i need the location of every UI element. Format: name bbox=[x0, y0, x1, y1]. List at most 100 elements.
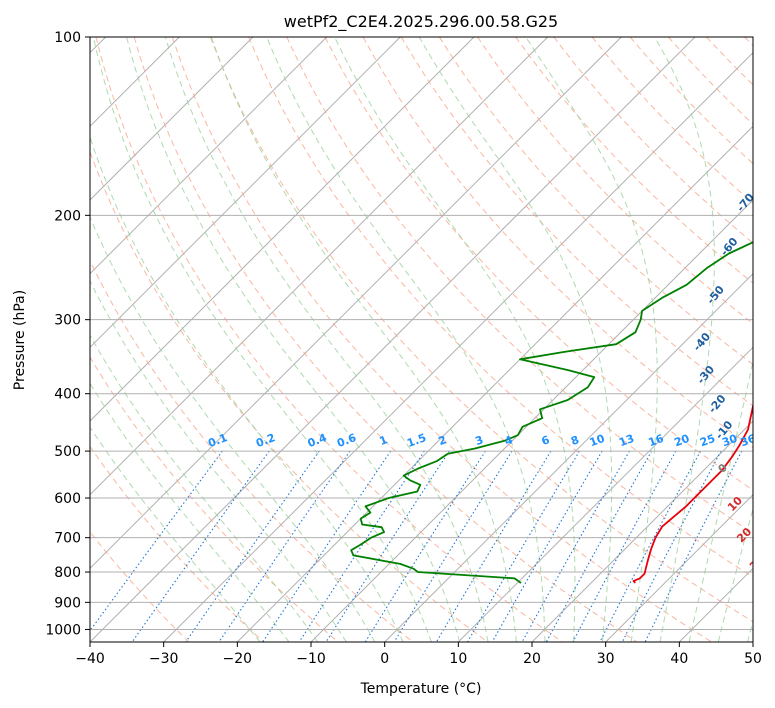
x-axis-label: Temperature (°C) bbox=[360, 681, 482, 697]
mixing-ratio-label: 3 bbox=[473, 433, 485, 448]
moist-adiabat-line bbox=[164, 37, 489, 642]
isotherm-line bbox=[384, 272, 753, 642]
moist-adiabat-line bbox=[210, 37, 517, 642]
mixing-ratio-label: 16 bbox=[647, 432, 666, 450]
moist-adiabat-line bbox=[525, 37, 658, 642]
moist-adiabat-line bbox=[334, 37, 576, 642]
x-tick-label: 50 bbox=[744, 651, 762, 667]
y-tick-label: 200 bbox=[54, 208, 81, 224]
mixing-ratio-line bbox=[298, 450, 425, 642]
mixing-ratio-label: 25 bbox=[698, 432, 717, 449]
chart-title: wetPf2_C2E4.2025.296.00.58.G25 bbox=[284, 12, 558, 32]
mixing-ratio-line bbox=[599, 450, 701, 642]
dry-adiabat-line bbox=[90, 445, 264, 642]
mixing-ratio-label: 0.6 bbox=[335, 431, 358, 450]
mixing-ratio-line bbox=[644, 450, 743, 642]
isotherm-line bbox=[90, 37, 328, 275]
dry-adiabat-line bbox=[210, 37, 753, 623]
mixing-ratio-label: 36 bbox=[739, 432, 758, 450]
dewpoint-profile-line bbox=[350, 241, 753, 584]
x-axis: −40 −30 −20 −10 0 10 20 30 40 50 bbox=[75, 642, 762, 667]
dry-adiabat-line bbox=[400, 37, 753, 407]
moist-adiabat-line bbox=[90, 135, 404, 642]
dry-adiabat-line bbox=[90, 259, 414, 642]
dry-adiabat-line bbox=[90, 356, 339, 642]
isotherm-line bbox=[90, 37, 696, 642]
y-tick-label: 800 bbox=[54, 565, 81, 581]
moist-adiabat-line bbox=[90, 215, 376, 642]
y-tick-label: 600 bbox=[54, 491, 81, 507]
profiles bbox=[350, 241, 753, 584]
mixing-ratio-label: 30 bbox=[720, 432, 739, 450]
dry-adiabat-line bbox=[362, 37, 753, 449]
y-tick-label: 900 bbox=[54, 595, 81, 611]
mixing-ratio-label: 0.1 bbox=[206, 431, 229, 450]
y-tick-label: 100 bbox=[54, 30, 81, 46]
mixing-ratio-line bbox=[572, 450, 677, 642]
mixing-ratio-label: 1 bbox=[378, 433, 390, 448]
isotherm-line bbox=[531, 420, 753, 642]
moist-adiabat-line bbox=[92, 37, 432, 642]
y-tick-label: 1000 bbox=[45, 622, 81, 638]
x-tick-label: 0 bbox=[380, 651, 389, 667]
x-tick-label: 40 bbox=[670, 651, 688, 667]
mixing-ratio-label: 13 bbox=[617, 432, 636, 449]
isotherm-line bbox=[90, 37, 401, 349]
temperature-profile-line bbox=[632, 402, 753, 584]
moist-adiabat-line bbox=[90, 334, 319, 642]
mixing-ratio-line bbox=[521, 450, 630, 642]
x-tick-label: 10 bbox=[449, 651, 467, 667]
isotherm-line bbox=[605, 493, 753, 642]
y-tick-label: 500 bbox=[54, 444, 81, 460]
moist-adiabat-label: 20 bbox=[734, 525, 754, 545]
isotherm-line bbox=[90, 37, 622, 570]
moist-adiabat-line bbox=[90, 426, 261, 642]
dry-adiabat-line bbox=[95, 37, 563, 642]
mixing-ratio-line bbox=[393, 450, 513, 642]
y-axis-label: Pressure (hPa) bbox=[12, 290, 28, 390]
mixing-ratio-line bbox=[218, 450, 351, 642]
y-tick-label: 300 bbox=[54, 313, 81, 329]
x-tick-label: 30 bbox=[597, 651, 615, 667]
moist-adiabat-line bbox=[688, 358, 753, 642]
x-tick-label: −40 bbox=[75, 651, 105, 667]
moist-adiabat-line bbox=[126, 37, 461, 642]
moist-adiabat-line bbox=[654, 37, 715, 642]
mixing-ratio-line bbox=[491, 450, 603, 642]
mixing-ratio-label: 2 bbox=[437, 433, 449, 448]
dry-adiabat-line bbox=[171, 37, 712, 642]
mixing-ratio-label: 10 bbox=[588, 432, 607, 450]
y-tick-label: 700 bbox=[54, 531, 81, 547]
isotherm-line bbox=[236, 125, 753, 642]
y-tick-label: 400 bbox=[54, 387, 81, 403]
moist-adiabat-line bbox=[717, 506, 753, 642]
mixing-ratio-label: 8 bbox=[569, 433, 581, 448]
isotherm-line bbox=[90, 37, 254, 201]
dry-adiabat-line bbox=[438, 37, 753, 366]
y-axis: 100 200 300 400 500 600 700 800 900 1000 bbox=[45, 30, 90, 638]
mixing-ratio-line bbox=[545, 450, 653, 642]
dry-adiabat-line bbox=[324, 37, 753, 491]
mixing-ratio-label: 0.2 bbox=[254, 431, 277, 450]
mixing-ratio-label: 1.5 bbox=[405, 431, 428, 450]
isotherm-line bbox=[163, 51, 753, 642]
dry-adiabat-line bbox=[553, 37, 753, 244]
x-tick-label: −10 bbox=[296, 651, 326, 667]
moist-adiabat-line bbox=[90, 382, 290, 642]
mixing-ratio-label: 0.4 bbox=[306, 431, 329, 450]
plot-frame bbox=[89, 36, 754, 643]
mixing-ratio-line bbox=[185, 450, 320, 642]
mixing-ratio-line bbox=[262, 450, 392, 642]
x-tick-label: −30 bbox=[149, 651, 179, 667]
isotherm-line bbox=[90, 37, 549, 496]
isotherm-line bbox=[90, 37, 475, 422]
x-tick-label: 20 bbox=[523, 651, 541, 667]
mixing-ratio-line bbox=[90, 450, 223, 632]
mixing-ratio-label: 4 bbox=[503, 433, 515, 448]
moist-adiabat-line bbox=[266, 37, 546, 642]
dry-adiabat-line bbox=[286, 37, 753, 534]
dry-adiabat-line bbox=[591, 37, 753, 204]
isotherm-line bbox=[457, 346, 753, 642]
mixing-ratio-label: 6 bbox=[540, 433, 552, 448]
